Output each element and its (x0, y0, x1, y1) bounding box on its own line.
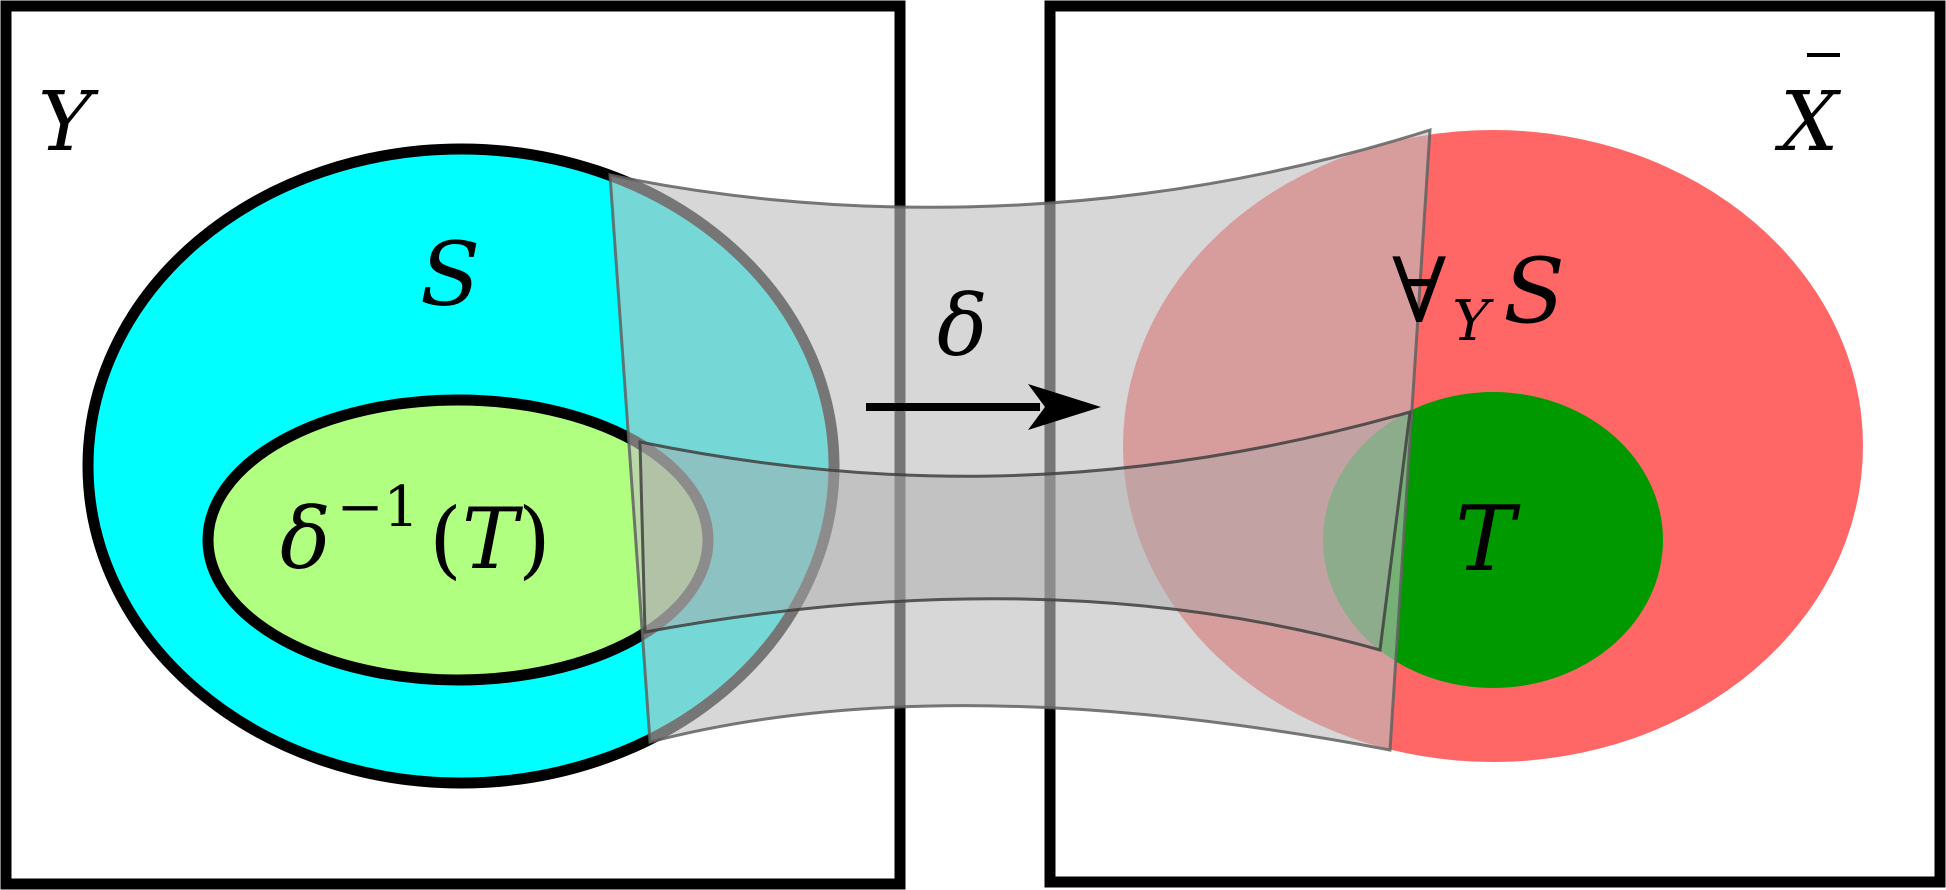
arrow-right-icon (866, 384, 1101, 430)
set-preimage-label: δ −1 (T) (280, 475, 551, 588)
set-forall-label: ∀ Y S (1392, 239, 1565, 354)
set-S-label: S (420, 223, 480, 326)
image-band-outer (608, 127, 1432, 752)
map-label: δ (937, 277, 988, 375)
left-box-label: Y (38, 75, 99, 170)
right-box-label: X (1774, 53, 1842, 170)
svg-text:X: X (1774, 75, 1842, 170)
set-T-label: T (1455, 487, 1521, 592)
image-band-inner (638, 409, 1412, 652)
